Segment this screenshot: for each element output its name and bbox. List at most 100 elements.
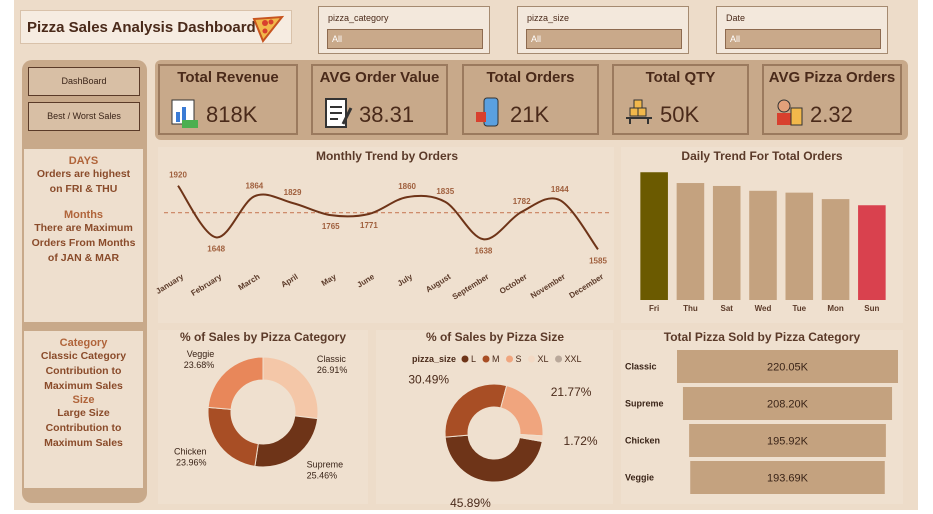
donut-slice xyxy=(444,383,508,438)
chart-panel xyxy=(158,147,614,323)
insight-box: DAYS Orders are highest on FRI & THU Mon… xyxy=(24,149,143,322)
slicer[interactable]: pizza_size All xyxy=(517,6,689,54)
legend-label: M xyxy=(492,354,500,364)
donut-slice xyxy=(207,356,264,410)
data-label: 1864 xyxy=(245,181,263,190)
category-label: Classic xyxy=(625,362,657,372)
insight-text: There are Maximum Orders From Months of … xyxy=(31,222,136,264)
data-label: 1860 xyxy=(398,182,416,191)
legend-label: XXL xyxy=(565,354,582,364)
slicer-label: pizza_category xyxy=(328,13,389,23)
slice-name: Classic xyxy=(317,354,347,364)
data-label: 208.20K xyxy=(767,399,809,411)
x-tick-label: Tue xyxy=(792,304,806,313)
kpi-value: 2.32 xyxy=(810,102,853,127)
kpi-card: Total Orders 21K xyxy=(462,64,599,135)
insight-heading: Category xyxy=(59,337,108,349)
kpi-card: AVG Order Value 38.31 xyxy=(311,64,448,135)
x-tick-label: February xyxy=(189,272,223,298)
legend-label: L xyxy=(471,354,476,364)
legend-title: pizza_size xyxy=(412,354,456,364)
kpi-icon xyxy=(476,97,499,127)
slicer[interactable]: pizza_category All xyxy=(318,6,490,54)
kpi-value: 38.31 xyxy=(359,102,415,127)
legend-label: S xyxy=(516,354,522,364)
x-tick-label: July xyxy=(396,272,415,288)
donut-slice xyxy=(207,406,259,467)
x-tick-label: January xyxy=(154,272,185,296)
legend-swatch xyxy=(528,355,536,363)
kpi-card: Total QTY 50K xyxy=(612,64,749,135)
data-label: 1844 xyxy=(551,185,569,194)
chart-title: Monthly Trend by Orders xyxy=(316,149,458,163)
kpi-label: AVG Order Value xyxy=(319,69,440,86)
pizza-icon xyxy=(252,15,285,43)
x-tick-label: Fri xyxy=(649,304,659,313)
data-label: 23.68% xyxy=(184,360,215,370)
kpi-value: 50K xyxy=(660,102,700,127)
title-text: Pizza Sales Analysis Dashboard xyxy=(27,19,256,36)
donut-slice xyxy=(444,434,543,483)
donut-slice xyxy=(519,436,543,443)
data-label: 21.77% xyxy=(551,385,592,399)
x-tick-label: Sat xyxy=(720,304,733,313)
category-label: Chicken xyxy=(625,436,660,446)
x-tick-label: April xyxy=(279,272,299,289)
legend-swatch xyxy=(506,355,514,363)
slicer-label: pizza_size xyxy=(527,13,570,23)
data-label: 30.49% xyxy=(408,372,449,386)
header-title: Pizza Sales Analysis Dashboard xyxy=(20,10,292,44)
donut-slice xyxy=(262,356,319,420)
category-label: Veggie xyxy=(625,473,654,483)
slicer-dropdown[interactable]: All xyxy=(327,29,483,49)
x-tick-label: October xyxy=(498,272,529,296)
nav-button[interactable]: DashBoard xyxy=(28,67,140,96)
kpi-label: Total QTY xyxy=(645,69,716,86)
x-tick-label: Thu xyxy=(683,304,698,313)
trend-line xyxy=(177,185,599,250)
bar xyxy=(785,192,814,300)
kpi-label: AVG Pizza Orders xyxy=(768,69,896,86)
data-label: 195.92K xyxy=(767,436,809,448)
insight-text: Orders are highest on FRI & THU xyxy=(36,168,131,195)
data-label: 45.89% xyxy=(450,496,491,510)
data-label: 1638 xyxy=(475,246,493,255)
bar xyxy=(676,183,705,300)
x-tick-label: September xyxy=(451,272,491,302)
insight-text: Classic Category Contribution to Maximum… xyxy=(40,350,127,392)
slicer-dropdown[interactable]: All xyxy=(725,29,881,49)
nav-button[interactable]: Best / Worst Sales xyxy=(28,102,140,131)
data-label: 1829 xyxy=(284,188,302,197)
legend-swatch xyxy=(461,355,469,363)
data-label: 1920 xyxy=(169,171,187,180)
slicer-label: Date xyxy=(726,13,746,23)
x-tick-label: Mon xyxy=(827,304,844,313)
slicer[interactable]: Date All xyxy=(716,6,888,54)
bar xyxy=(821,199,850,300)
data-label: 1648 xyxy=(207,244,225,253)
data-label: 1585 xyxy=(589,256,607,265)
x-tick-label: May xyxy=(320,272,338,288)
data-label: 1.72% xyxy=(564,434,598,448)
funnel-bar xyxy=(689,424,886,457)
legend-swatch xyxy=(555,355,563,363)
slice-name: Supreme xyxy=(307,459,344,469)
data-label: 25.46% xyxy=(307,470,338,480)
x-tick-label: December xyxy=(567,272,605,300)
data-label: 1771 xyxy=(360,221,378,230)
insight-heading: Size xyxy=(72,394,95,406)
bar xyxy=(749,190,777,300)
category-label: Supreme xyxy=(625,399,664,409)
x-tick-label: Wed xyxy=(755,304,772,313)
funnel-bar xyxy=(690,461,885,494)
donut-slice xyxy=(500,385,544,437)
kpi-card: Total Revenue 818K xyxy=(158,64,298,135)
kpi-value: 21K xyxy=(510,102,550,127)
chart-title: % of Sales by Pizza Size xyxy=(426,330,564,344)
slicer-dropdown[interactable]: All xyxy=(526,29,682,49)
data-label: 220.05K xyxy=(767,362,809,374)
data-label: 193.69K xyxy=(767,473,809,485)
chart-title: Total Pizza Sold by Pizza Category xyxy=(664,330,861,344)
